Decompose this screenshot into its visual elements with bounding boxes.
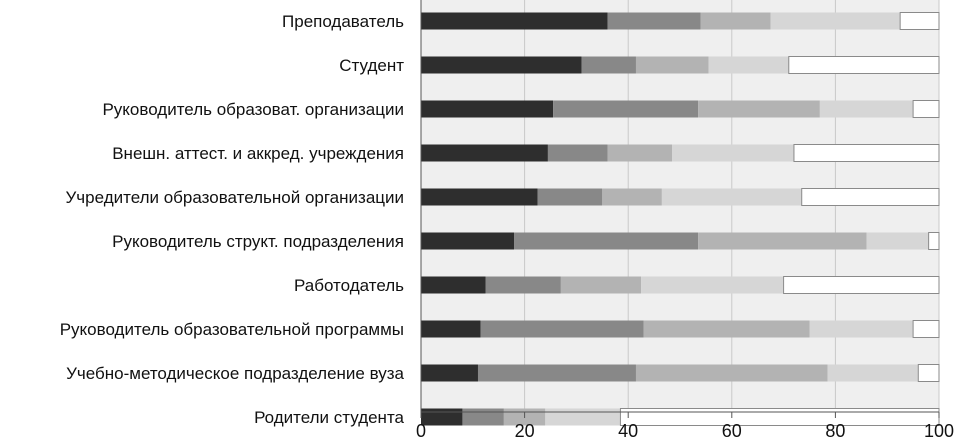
bar-segment-2-2 [581, 56, 636, 74]
bar-segment-7-1 [421, 276, 486, 294]
category-label: Студент [339, 56, 404, 75]
tick-label-40: 40 [618, 421, 638, 441]
bar-segment-3-3 [698, 100, 820, 118]
tick-label-0: 0 [416, 421, 426, 441]
bar-segment-8-1 [421, 320, 481, 338]
bar-segment-5-3 [602, 188, 662, 206]
bar-segment-10-2 [462, 408, 504, 426]
bar-segment-9-1 [421, 364, 478, 382]
bar-segment-2-4 [708, 56, 789, 74]
bar-segment-8-3 [643, 320, 810, 338]
x-axis-ticks: 0 20 40 60 80 100 [416, 412, 954, 441]
bar-segment-5-4 [661, 188, 802, 206]
category-label: Руководитель образоват. организации [102, 100, 404, 119]
bar-segment-3-1 [421, 100, 554, 118]
bar-segment-4-5 [793, 144, 940, 162]
bar-segment-7-4 [641, 276, 784, 294]
bar-segment-1-1 [421, 12, 608, 30]
tick-label-60: 60 [722, 421, 742, 441]
bars [421, 12, 940, 426]
bar-segment-8-4 [809, 320, 914, 338]
bar-segment-8-2 [480, 320, 644, 338]
bar-segment-2-3 [635, 56, 709, 74]
bar-segment-5-5 [801, 188, 940, 206]
bar-segment-2-5 [788, 56, 940, 74]
bar-segment-6-2 [514, 232, 699, 250]
bar-segment-3-5 [912, 100, 940, 118]
bar-segment-9-4 [827, 364, 919, 382]
bar-segment-3-2 [553, 100, 699, 118]
category-label: Учебно-методическое подразделение вуза [66, 364, 404, 383]
bar-segment-6-1 [421, 232, 515, 250]
tick-label-100: 100 [924, 421, 954, 441]
bar-segment-1-3 [700, 12, 771, 30]
bar-segment-7-2 [485, 276, 561, 294]
bar-segment-5-1 [421, 188, 538, 206]
bar-segment-6-3 [698, 232, 867, 250]
tick-label-20: 20 [515, 421, 535, 441]
category-label: Руководитель структ. подразделения [112, 232, 404, 251]
bar-segment-4-3 [607, 144, 673, 162]
bar-segment-1-5 [899, 12, 940, 30]
bar-segment-7-5 [783, 276, 940, 294]
bar-segment-7-3 [560, 276, 642, 294]
bar-segment-5-2 [537, 188, 603, 206]
bar-segment-8-5 [912, 320, 940, 338]
bar-segment-9-2 [477, 364, 636, 382]
bar-segment-9-3 [635, 364, 828, 382]
bar-segment-10-5 [619, 408, 940, 426]
category-label: Преподаватель [282, 12, 404, 31]
bar-segment-10-1 [421, 408, 463, 426]
bar-segment-4-1 [421, 144, 548, 162]
category-label: Внешн. аттест. и аккред. учреждения [112, 144, 404, 163]
bar-segment-3-4 [819, 100, 914, 118]
tick-label-80: 80 [825, 421, 845, 441]
bar-segment-1-4 [770, 12, 901, 30]
bar-segment-4-4 [672, 144, 794, 162]
bar-segment-1-2 [607, 12, 701, 30]
category-label: Родители студента [254, 408, 404, 427]
bar-segment-6-5 [928, 232, 940, 250]
category-label: Руководитель образовательной программы [60, 320, 404, 339]
category-label: Учредители образовательной организации [66, 188, 405, 207]
bar-segment-4-2 [547, 144, 608, 162]
bar-segment-10-4 [545, 408, 621, 426]
category-labels: Преподаватель Студент Руководитель образов… [60, 12, 405, 427]
bar-segment-9-5 [917, 364, 940, 382]
bar-segment-2-1 [421, 56, 582, 74]
category-label: Работодатель [294, 276, 404, 295]
bar-segment-6-4 [866, 232, 929, 250]
